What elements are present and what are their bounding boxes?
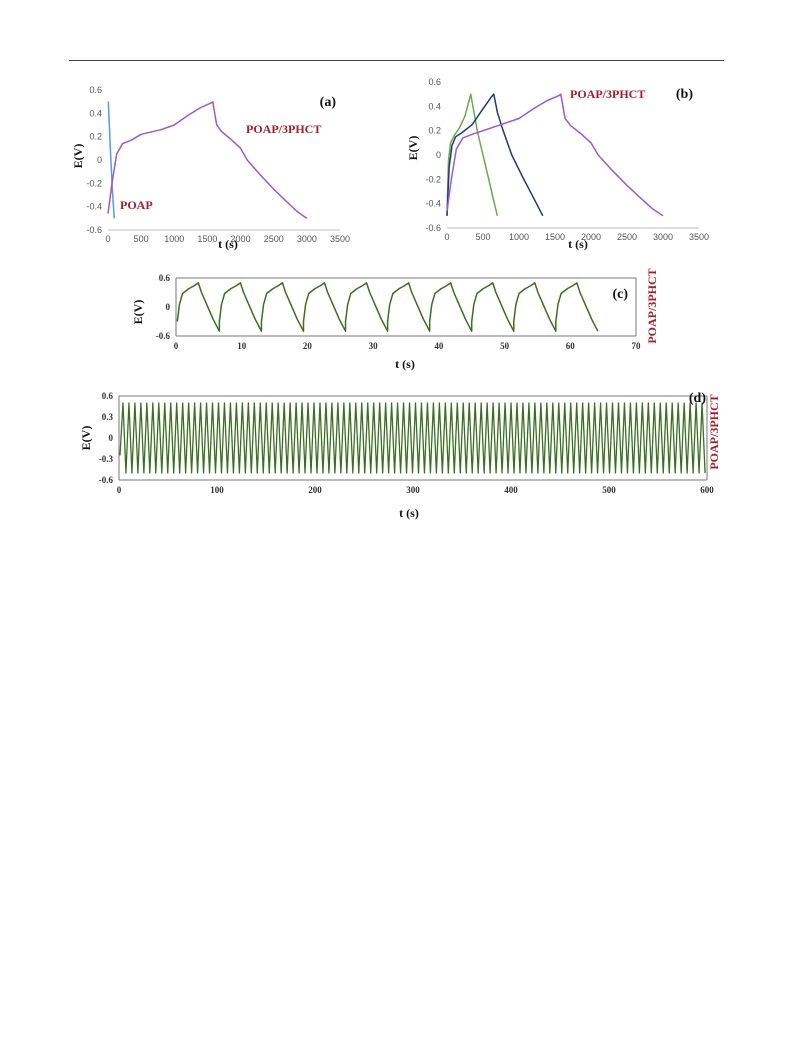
y-axis-title: E(V) [131,300,145,325]
y-tick-label: -0.2 [86,178,102,188]
x-tick-label: 3000 [297,234,317,244]
y-tick-label: 0.4 [89,108,102,118]
y-tick-label: -0.3 [99,454,114,464]
y-tick-label: -0.2 [425,174,441,184]
x-tick-label: 20 [303,341,313,351]
x-tick-label: 600 [700,485,714,495]
x-tick-label: 70 [632,341,642,351]
x-axis-title: t (s) [399,506,419,520]
x-tick-label: 3500 [330,234,350,244]
x-tick-label: 500 [602,485,616,495]
side-label-poap-3phct: POAP/3PHCT [645,268,659,343]
y-tick-label: -0.6 [86,225,102,235]
plot-area: 0 500 1000 1500 2000 2500 3000 3500 -0.6 -0.4 -0.2… [86,85,350,244]
x-tick-label: 0 [444,232,449,242]
x-tick-label: 400 [504,485,518,495]
x-tick-label: 2500 [617,232,637,242]
x-tick-label: 1000 [164,234,184,244]
chart-panel-d: 0 100 200 300 400 500 600-0.6-0.300.30.6 E(V) … [79,391,721,520]
x-tick-label: 0 [117,485,122,495]
y-tick-label: 0.6 [89,85,102,95]
side-label-poap-3phct: POAP/3PHCT [707,394,721,469]
y-tick-label: 0.6 [428,77,441,87]
y-tick-label: 0.2 [89,132,102,142]
x-tick-label: 3500 [689,232,709,242]
y-tick-label: 0.3 [102,412,114,422]
panel-label: (c) [612,287,628,302]
y-tick-label: 0.2 [428,126,441,136]
plot-area: 0 500 1000 1500 2000 2500 3000 3500 -0.6 -0.4 -0.2… [425,77,709,242]
x-tick-label: 3000 [653,232,673,242]
x-tick-label: 30 [369,341,379,351]
x-tick-label: 2500 [264,234,284,244]
y-axis-title: E(V) [79,426,93,451]
x-tick-label: 300 [406,485,420,495]
x-tick-label: 500 [134,234,149,244]
y-tick-label: -0.6 [156,331,171,341]
x-tick-label: 0 [174,341,179,351]
y-tick-label: 0.6 [102,391,114,401]
x-tick-label: 50 [500,341,510,351]
x-axis-title: t (s) [218,237,238,251]
y-axis-title: E(V) [406,136,420,161]
x-tick-label: 40 [434,341,444,351]
annotation-poap-3phct: POAP/3PHCT [246,122,321,136]
x-tick-label: 1000 [509,232,529,242]
y-tick-label: 0 [436,150,441,160]
series-line-poap-3phct [446,93,664,217]
x-axis-title: t (s) [395,357,415,371]
y-tick-label: -0.4 [425,199,441,209]
y-tick-label: 0.6 [159,273,171,283]
x-tick-label: 10 [237,341,247,351]
y-tick-label: 0 [109,433,114,443]
x-axis-title: t (s) [568,237,588,251]
chart-panel-a: 0 500 1000 1500 2000 2500 3000 3500 -0.6 -0.4 -0.2… [71,85,350,251]
y-tick-label: 0 [166,302,171,312]
plot-area: 0 100 200 300 400 500 600 -0.6 -0.3 0 0.3 0.6 [99,391,715,495]
y-tick-label: -0.6 [99,475,114,485]
panel-label: (a) [320,95,337,110]
chart-panel-c: 0 10 20 30 40 50 60 70-0.600.6 E(V) t (s) (c) P… [131,268,659,371]
x-tick-label: 2000 [581,232,601,242]
annotation-poap-3phct: POAP/3PHCT [570,87,645,101]
x-tick-label: 2000 [231,234,251,244]
series-line-poap-3phct [107,100,308,219]
x-tick-label: 60 [566,341,576,351]
panel-label: (b) [676,87,693,102]
y-tick-label: -0.6 [425,223,441,233]
panel-label: (d) [689,391,706,406]
plot-area: 0 10 20 30 40 50 60 70-0.600.6 [156,273,641,351]
y-tick-label: 0.4 [428,101,441,111]
x-tick-label: 500 [475,232,490,242]
y-tick-label: 0 [97,155,102,165]
x-tick-label: 0 [105,234,110,244]
x-tick-label: 1500 [197,234,217,244]
x-tick-label: 200 [308,485,322,495]
y-axis-title: E(V) [71,144,85,169]
page-header-rule [69,60,724,61]
annotation-poap: POAP [120,198,153,212]
y-tick-label: -0.4 [86,202,102,212]
series-line-poap [107,101,116,219]
series-line-curve-2 [446,93,544,217]
series-line-curve-1 [446,93,499,217]
x-tick-label: 1500 [545,232,565,242]
series-line-curve-1 [119,402,706,474]
x-tick-label: 100 [210,485,224,495]
chart-panel-b: 0 500 1000 1500 2000 2500 3000 3500 -0.6 -0.4 -0.2… [406,77,709,251]
series-line-curve-1 [176,282,599,332]
